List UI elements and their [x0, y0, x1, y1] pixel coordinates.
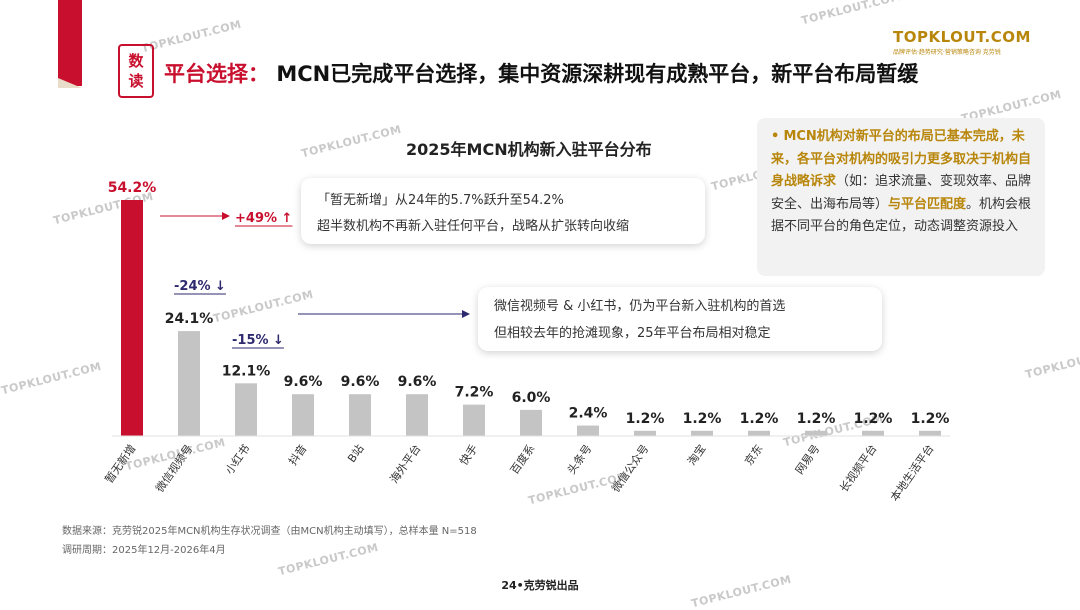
annotation-arrowhead: [222, 212, 230, 220]
data-label-11: 1.2%: [740, 411, 779, 427]
category-label-11: 京东: [741, 442, 765, 468]
annotation-arrowhead: [462, 310, 470, 318]
bar-1: [178, 331, 200, 436]
corner-decoration-accent: [58, 78, 82, 88]
data-label-13: 1.2%: [854, 411, 893, 427]
data-label-6: 7.2%: [455, 385, 494, 401]
category-label-10: 淘宝: [684, 442, 708, 468]
data-label-4: 9.6%: [341, 374, 380, 390]
insight-text-highlight: 与平台匹配度: [888, 196, 967, 212]
category-label-12: 网易号: [793, 442, 823, 476]
data-label-10: 1.2%: [683, 411, 722, 427]
data-label-14: 1.2%: [911, 411, 950, 427]
badge-char-top: 数: [128, 52, 144, 70]
category-label-4: B站: [344, 442, 366, 465]
section-badge: 数 读: [118, 44, 154, 98]
survey-period-note: 调研周期：2025年12月-2026年4月: [62, 545, 226, 556]
bar-5: [406, 394, 428, 436]
bar-6: [463, 404, 485, 436]
bar-0: [121, 200, 143, 436]
bar-10: [691, 430, 713, 436]
data-label-1: 24.1%: [165, 311, 214, 327]
bar-7: [520, 409, 542, 436]
category-label-2: 小红书: [223, 442, 253, 476]
logo-tagline: 品牌评估·趋势研究·营销策略咨询 克劳锐: [893, 49, 1001, 56]
category-label-0: 暂无新增: [102, 442, 139, 486]
logo-text: TOPKLOUT.COM: [893, 28, 1031, 46]
bar-4: [349, 394, 371, 436]
chart-title: 2025年MCN机构新入驻平台分布: [406, 140, 652, 159]
category-label-6: 快手: [456, 442, 480, 468]
data-label-5: 9.6%: [398, 374, 437, 390]
page-title-highlight: 平台选择：: [164, 62, 269, 86]
callout-line: 微信视频号 & 小红书，仍为平台新入驻机构的首选: [494, 299, 786, 314]
category-label-14: 本地生活平台: [887, 442, 936, 504]
callout-line: 「暂无新增」从24年的5.7%跃升至54.2%: [317, 193, 564, 208]
bar-12: [805, 430, 827, 436]
category-label-13: 长视频平台: [836, 442, 879, 495]
data-label-7: 6.0%: [512, 390, 551, 406]
category-label-8: 头条号: [564, 442, 594, 477]
brand-logo: TOPKLOUT.COM 品牌评估·趋势研究·营销策略咨询 克劳锐: [893, 28, 1031, 56]
badge-char-bottom: 读: [128, 72, 144, 90]
insight-text: 。机构会根据不同平台的角色定位，动态调整资源投入: [771, 196, 1032, 235]
data-source-note: 数据来源：克劳锐2025年MCN机构生存状况调查（由MCN机构主动填写），总样本…: [62, 526, 477, 537]
bar-2: [235, 383, 257, 436]
bar-11: [748, 430, 770, 436]
data-label-0: 54.2%: [108, 180, 157, 196]
data-label-2: 12.1%: [222, 363, 271, 379]
callout-no-new-platform: 「暂无新增」从24年的5.7%跃升至54.2% 超半数机构不再新入驻任何平台，战…: [301, 178, 705, 244]
insight-bullet: •: [771, 129, 780, 144]
callout-line: 但相较去年的抢滩现象，25年平台布局相对稳定: [494, 326, 771, 341]
bar-8: [577, 425, 599, 436]
change-annotation-2: -15% ↓: [232, 333, 284, 348]
category-label-9: 微信公众号: [608, 442, 651, 495]
bar-14: [919, 430, 941, 436]
insight-text-highlight: MCN机构对新平台的布局已基本完成，未来，各平台对机构的吸引力更多取决于机构自身…: [771, 129, 1032, 189]
data-label-3: 9.6%: [284, 374, 323, 390]
page-title-main: MCN已完成平台选择，集中资源深耕现有成熟平台，新平台布局暂缓: [276, 62, 919, 86]
data-label-8: 2.4%: [569, 406, 608, 422]
data-label-12: 1.2%: [797, 411, 836, 427]
bar-3: [292, 394, 314, 436]
category-label-5: 海外平台: [387, 442, 424, 486]
callout-wechat-xiaohongshu: 微信视频号 & 小红书，仍为平台新入驻机构的首选 但相较去年的抢滩现象，25年平…: [478, 287, 882, 351]
corner-decoration: [58, 0, 82, 86]
data-label-9: 1.2%: [626, 411, 665, 427]
callout-line: 超半数机构不再新入驻任何平台，战略从扩张转向收缩: [317, 219, 630, 234]
bar-9: [634, 430, 656, 436]
category-label-3: 抖音: [285, 442, 309, 468]
bar-13: [862, 430, 884, 436]
page-title: 平台选择： MCN已完成平台选择，集中资源深耕现有成熟平台，新平台布局暂缓: [164, 58, 918, 88]
category-label-7: 百度系: [507, 442, 537, 477]
insight-box: • MCN机构对新平台的布局已基本完成，未来，各平台对机构的吸引力更多取决于机构…: [757, 118, 1045, 276]
category-label-1: 微信视频号: [152, 442, 195, 495]
page-number: 24•克劳锐出品: [501, 579, 579, 592]
change-annotation-1: -24% ↓: [174, 279, 226, 294]
insight-text: （如：追求流量、变现效率、品牌安全、出海布局等）: [771, 174, 1032, 212]
change-annotation-0: +49% ↑: [235, 211, 292, 226]
